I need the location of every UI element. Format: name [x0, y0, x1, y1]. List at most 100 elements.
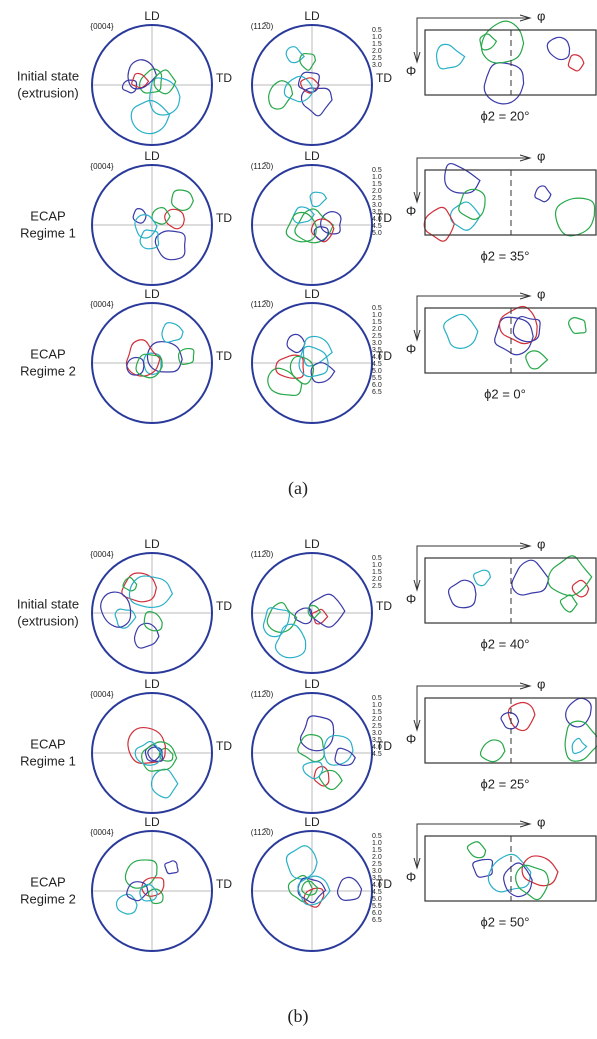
contour — [133, 622, 160, 649]
contour — [177, 347, 195, 365]
section-label: ϕ2 = 20° — [481, 108, 530, 123]
level-label: 1.0 — [372, 312, 382, 319]
phi1-label: φ — [537, 536, 545, 551]
level-label: 3.0 — [372, 730, 382, 737]
level-label: 5.5 — [372, 903, 382, 910]
row-label: (extrusion) — [17, 85, 78, 100]
td-label: TD — [376, 211, 392, 225]
level-label: 4.5 — [372, 751, 382, 758]
contour — [275, 354, 305, 379]
Phi-label: Φ — [406, 63, 416, 78]
contour — [449, 201, 481, 231]
level-label: 2.0 — [372, 716, 382, 723]
contour — [487, 853, 532, 893]
contour — [571, 579, 590, 598]
contour — [139, 229, 160, 250]
plane-label: (112̅0) — [251, 162, 274, 171]
phi1-arrow — [416, 154, 532, 200]
phi1-arrow — [416, 820, 532, 866]
section-label: ϕ2 = 0° — [484, 386, 526, 401]
contour — [571, 737, 588, 755]
contour — [122, 576, 138, 592]
td-label: TD — [216, 71, 232, 85]
contour — [334, 747, 356, 766]
contour — [472, 858, 494, 878]
contour — [320, 211, 342, 235]
contour — [423, 206, 455, 242]
level-label: 3.0 — [372, 868, 382, 875]
plane-label: {0004} — [90, 828, 113, 837]
row-label: ECAP — [30, 208, 65, 223]
level-label: 3.0 — [372, 340, 382, 347]
level-label: 4.0 — [372, 882, 382, 889]
level-label: 6.0 — [372, 382, 382, 389]
td-label: TD — [216, 211, 232, 225]
ld-label: LD — [304, 537, 320, 551]
contour — [150, 768, 179, 799]
contour — [479, 33, 498, 51]
contour — [161, 321, 184, 343]
level-label: 1.0 — [372, 840, 382, 847]
contour — [302, 335, 333, 367]
pole-figure-circle — [251, 552, 373, 674]
Phi-arrow — [413, 51, 421, 64]
level-label: 6.5 — [372, 389, 382, 396]
phi1-label: φ — [537, 286, 545, 301]
pole-figure-circle — [251, 164, 373, 286]
contour — [300, 77, 321, 94]
odf-box — [424, 557, 597, 624]
row-label: Initial state — [17, 68, 79, 83]
Phi-label: Φ — [406, 341, 416, 356]
contour — [301, 880, 319, 896]
level-label: 4.5 — [372, 361, 382, 368]
Phi-label: Φ — [406, 869, 416, 884]
td-label: TD — [216, 877, 232, 891]
ld-label: LD — [144, 9, 160, 23]
level-label: 0.5 — [372, 305, 382, 312]
pole-figure-circle — [91, 302, 213, 424]
section-label: ϕ2 = 35° — [481, 248, 530, 263]
contour — [171, 189, 194, 211]
contour — [564, 720, 597, 762]
contour — [135, 353, 163, 379]
row-label: Regime 1 — [20, 753, 76, 768]
plane-label: {0004} — [90, 162, 113, 171]
level-label: 1.5 — [372, 181, 382, 188]
td-label: TD — [376, 877, 392, 891]
contour — [466, 841, 487, 859]
contour — [132, 208, 147, 224]
ld-label: LD — [144, 537, 160, 551]
contour — [302, 761, 324, 780]
phi1-label: φ — [537, 8, 545, 23]
level-label: 0.5 — [372, 27, 382, 34]
contour — [546, 36, 571, 61]
Phi-label: Φ — [406, 731, 416, 746]
contour — [313, 765, 330, 787]
row-label: ECAP — [30, 874, 65, 889]
level-label: 5.0 — [372, 896, 382, 903]
plane-label: {0004} — [90, 22, 113, 31]
pole-figure-circle — [91, 830, 213, 952]
contour — [266, 602, 298, 633]
odf-box — [424, 697, 597, 764]
contour — [100, 591, 132, 628]
contour — [149, 77, 181, 116]
contour — [443, 313, 479, 349]
level-label: 1.0 — [372, 562, 382, 569]
level-label: 1.5 — [372, 569, 382, 576]
row-label: ECAP — [30, 736, 65, 751]
contour — [525, 350, 549, 370]
contour — [310, 362, 336, 384]
level-label: 2.0 — [372, 48, 382, 55]
level-label: 6.0 — [372, 910, 382, 917]
Phi-label: Φ — [406, 591, 416, 606]
row-label: ECAP — [30, 346, 65, 361]
contour — [147, 888, 164, 905]
Phi-label: Φ — [406, 203, 416, 218]
contour — [511, 559, 550, 596]
phi1-label: φ — [537, 676, 545, 691]
td-label: TD — [376, 349, 392, 363]
level-label: 2.5 — [372, 55, 382, 62]
contour — [126, 356, 145, 376]
pole-figure-circle — [91, 164, 213, 286]
